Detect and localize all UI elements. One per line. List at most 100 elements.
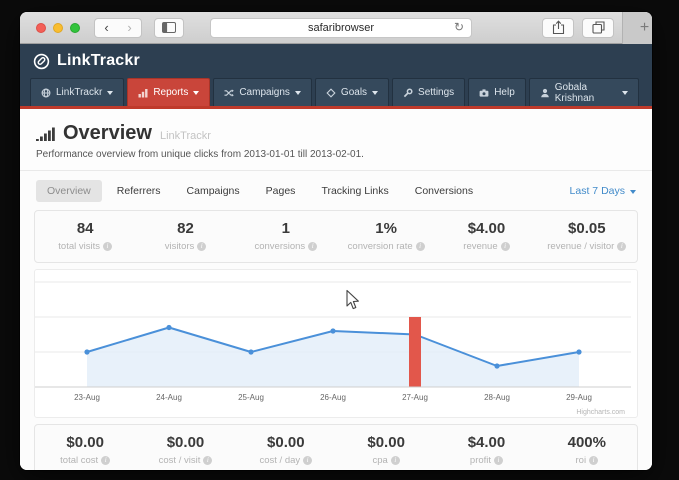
sidebar-button[interactable] xyxy=(154,18,184,38)
svg-text:24-Aug: 24-Aug xyxy=(156,393,182,402)
info-icon[interactable]: i xyxy=(101,456,110,465)
tab-referrers[interactable]: Referrers xyxy=(106,180,172,202)
url-text: safaribrowser xyxy=(308,22,374,34)
stat-label: revenue / visitor xyxy=(547,241,614,252)
stat-label: conversion rate xyxy=(348,241,413,252)
page-header: Overview LinkTrackr Performance overview… xyxy=(20,109,652,171)
stat-value: $4.00 xyxy=(436,220,536,237)
svg-text:Highcharts.com: Highcharts.com xyxy=(576,409,625,416)
svg-text:23-Aug: 23-Aug xyxy=(74,393,100,402)
stat-total-visits: 84total visitsi xyxy=(35,211,135,262)
nav-item-help[interactable]: Help xyxy=(468,78,526,106)
forward-icon[interactable]: › xyxy=(118,19,141,37)
stat-visitors: 82 visitorsi xyxy=(135,211,235,262)
new-tab-button[interactable]: + xyxy=(622,12,652,44)
user-icon xyxy=(540,88,550,98)
nav-item-goals[interactable]: Goals xyxy=(315,78,389,106)
nav-item-label: Gobala Krishnan xyxy=(555,82,617,104)
stat-roi: 400% roii xyxy=(537,425,637,470)
stat-label: profit xyxy=(470,455,491,466)
tab-overview[interactable]: Overview xyxy=(36,180,102,202)
stat-label: roi xyxy=(576,455,587,466)
svg-text:28-Aug: 28-Aug xyxy=(484,393,510,402)
info-icon[interactable]: i xyxy=(391,456,400,465)
stat-value: $0.00 xyxy=(336,434,436,451)
date-range-dropdown[interactable]: Last 7 Days xyxy=(570,185,636,197)
visits-chart[interactable]: 23-Aug24-Aug25-Aug26-Aug27-Aug28-Aug29-A… xyxy=(34,269,638,418)
stat-cpa: $0.00 cpai xyxy=(336,425,436,470)
tab-overview-icon xyxy=(592,21,605,34)
close-window-button[interactable] xyxy=(36,23,46,33)
caret-down-icon xyxy=(193,91,199,95)
back-icon[interactable]: ‹ xyxy=(95,19,118,37)
nav-item-label: Reports xyxy=(153,87,188,98)
stat-value: 1 xyxy=(236,220,336,237)
nav-item-linktrackr[interactable]: LinkTrackr xyxy=(30,78,124,106)
page-content: Overview LinkTrackr Performance overview… xyxy=(20,109,652,470)
caret-down-icon xyxy=(622,91,628,95)
zoom-window-button[interactable] xyxy=(70,23,80,33)
info-icon[interactable]: i xyxy=(203,456,212,465)
nav-item-settings[interactable]: Settings xyxy=(392,78,465,106)
refresh-icon[interactable]: ↻ xyxy=(454,20,464,34)
share-button[interactable] xyxy=(542,18,574,38)
stat-value: $0.00 xyxy=(35,434,135,451)
info-icon[interactable]: i xyxy=(501,242,510,251)
info-icon[interactable]: i xyxy=(416,242,425,251)
info-icon[interactable]: i xyxy=(494,456,503,465)
svg-text:25-Aug: 25-Aug xyxy=(238,393,264,402)
stat-value: 82 xyxy=(135,220,235,237)
info-icon[interactable]: i xyxy=(303,456,312,465)
stat-label: visitors xyxy=(165,241,195,252)
stat-label: cpa xyxy=(372,455,387,466)
stats-panel-bottom: $0.00total costi$0.00cost / visiti$0.00c… xyxy=(34,424,638,470)
stat-cost-day: $0.00cost / dayi xyxy=(236,425,336,470)
tab-tracking-links[interactable]: Tracking Links xyxy=(310,180,399,202)
stat-value: $4.00 xyxy=(436,434,536,451)
nav-item-label: LinkTrackr xyxy=(56,87,102,98)
tab-pages[interactable]: Pages xyxy=(255,180,307,202)
wrench-icon xyxy=(403,88,413,98)
nav-item-reports[interactable]: Reports xyxy=(127,78,210,106)
info-icon[interactable]: i xyxy=(197,242,206,251)
history-nav: ‹ › xyxy=(94,18,142,38)
info-icon[interactable]: i xyxy=(617,242,626,251)
app-navbar: LinkTrackr Reports Campaigns Goals Settings H… xyxy=(20,78,652,109)
stat-cost-visit: $0.00cost / visiti xyxy=(135,425,235,470)
stat-revenue-visitor: $0.05revenue / visitori xyxy=(537,211,637,262)
stat-conversion-rate: 1%conversion ratei xyxy=(336,211,436,262)
globe-icon xyxy=(41,88,51,98)
address-bar[interactable]: safaribrowser ↻ xyxy=(210,18,472,38)
bar-chart-icon xyxy=(138,88,148,98)
app-header: LinkTrackr xyxy=(20,44,652,78)
nav-item-campaigns[interactable]: Campaigns xyxy=(213,78,312,106)
stat-profit: $4.00 profiti xyxy=(436,425,536,470)
nav-item-gobala-krishnan[interactable]: Gobala Krishnan xyxy=(529,78,639,106)
share-icon xyxy=(552,20,565,35)
nav-item-label: Goals xyxy=(341,87,367,98)
tab-overview-button[interactable] xyxy=(582,18,614,38)
stat-label: cost / day xyxy=(259,455,300,466)
chevron-down-icon xyxy=(630,190,636,194)
stat-value: 84 xyxy=(35,220,135,237)
svg-text:29-Aug: 29-Aug xyxy=(566,393,592,402)
nav-item-label: Settings xyxy=(418,87,454,98)
info-icon[interactable]: i xyxy=(103,242,112,251)
info-icon[interactable]: i xyxy=(589,456,598,465)
sidebar-icon xyxy=(162,22,176,33)
browser-window: ‹ › safaribrowser ↻ + xyxy=(20,12,652,470)
caret-down-icon xyxy=(372,91,378,95)
svg-text:26-Aug: 26-Aug xyxy=(320,393,346,402)
browser-toolbar: ‹ › safaribrowser ↻ + xyxy=(20,12,652,44)
stat-label: revenue xyxy=(463,241,497,252)
tab-conversions[interactable]: Conversions xyxy=(404,180,484,202)
stats-panel-top: 84total visitsi82visitorsi1conversionsi1… xyxy=(34,210,638,263)
info-icon[interactable]: i xyxy=(308,242,317,251)
stat-value: 400% xyxy=(537,434,637,451)
page-title: Overview xyxy=(63,122,152,145)
tab-campaigns[interactable]: Campaigns xyxy=(176,180,251,202)
caret-down-icon xyxy=(295,91,301,95)
minimize-window-button[interactable] xyxy=(53,23,63,33)
page-subtitle: Performance overview from unique clicks … xyxy=(36,149,636,160)
camera-icon xyxy=(479,88,489,98)
